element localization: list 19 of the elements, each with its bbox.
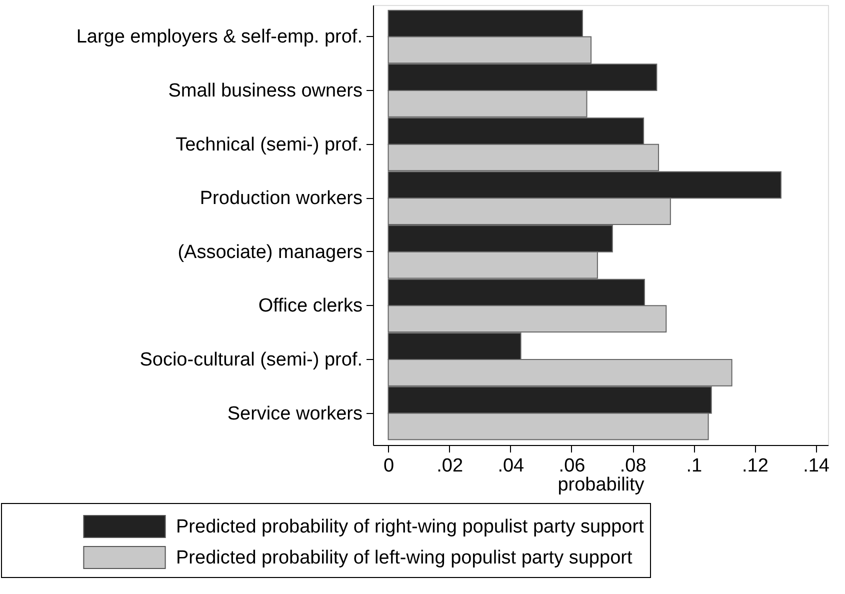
x-tick-label: 0: [383, 456, 394, 476]
x-tick-label: .06: [558, 456, 586, 476]
y-tick-label: Socio-cultural (semi-) prof.: [140, 349, 362, 370]
y-tick-label: Production workers: [200, 188, 362, 210]
x-tick-label: .1: [686, 456, 702, 476]
x-tick-label: .12: [742, 456, 768, 476]
y-tick-label: Technical (semi-) prof.: [176, 134, 362, 156]
y-tick-label: Office clerks: [258, 296, 362, 317]
legend-label: Predicted probability of left-wing populist party support: [176, 548, 633, 568]
x-tick-label: .08: [620, 456, 646, 476]
x-tick-label: .14: [803, 456, 830, 476]
y-tick-label: Service workers: [227, 403, 362, 424]
x-axis-title: probability: [558, 474, 645, 496]
y-tick-label: Large employers & self-emp. prof.: [76, 26, 362, 48]
legend-label: Predicted probability of right-wing populist party support: [176, 516, 645, 538]
x-tick-label: .02: [436, 456, 464, 476]
y-tick-label: Small business owners: [168, 80, 362, 102]
x-tick-label: .04: [498, 456, 525, 476]
y-tick-label: (Associate) managers: [178, 242, 362, 263]
